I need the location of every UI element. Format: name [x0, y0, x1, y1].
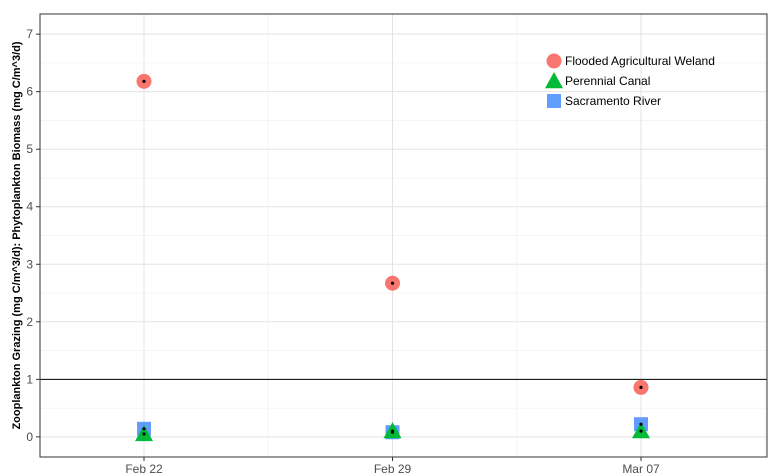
x-tick-label: Feb 22	[125, 462, 163, 474]
data-points	[135, 73, 650, 442]
data-point-center	[142, 427, 146, 431]
y-tick-label: 5	[26, 142, 33, 156]
y-tick-label: 0	[26, 430, 33, 444]
legend-label: Sacramento River	[565, 94, 661, 108]
y-tick-label: 3	[26, 257, 33, 271]
data-point-center	[142, 79, 146, 83]
legend-key-circle	[546, 53, 562, 69]
data-point-center	[639, 385, 643, 389]
plot-panel-border	[39, 13, 768, 458]
data-point-center	[639, 429, 643, 433]
legend-label: Perennial Canal	[565, 74, 650, 88]
legend-key-square	[547, 94, 561, 108]
x-axis: Feb 22 Feb 29 Mar 07	[125, 457, 660, 474]
legend-key-triangle	[545, 72, 563, 89]
y-axis-title: Zooplankton Grazing (mg C/m^3/d): Phytop…	[11, 41, 23, 429]
legend-label: Flooded Agricultural Weland	[565, 54, 715, 68]
grid	[40, 14, 767, 457]
y-tick-label: 7	[26, 27, 33, 41]
y-tick-label: 6	[26, 85, 33, 99]
data-point-center	[639, 422, 643, 426]
y-tick-label: 4	[26, 200, 33, 214]
legend: Flooded Agricultural Weland Perennial Can…	[545, 53, 715, 108]
y-axis: 0 1 2 3 4 5 6 7	[26, 27, 40, 444]
data-point-center	[142, 432, 146, 436]
x-tick-label: Mar 07	[622, 462, 660, 474]
x-tick-label: Feb 29	[374, 462, 412, 474]
y-tick-label: 1	[26, 372, 33, 386]
data-point-center	[390, 281, 395, 285]
y-tick-label: 2	[26, 315, 33, 329]
data-point-center	[390, 430, 395, 434]
